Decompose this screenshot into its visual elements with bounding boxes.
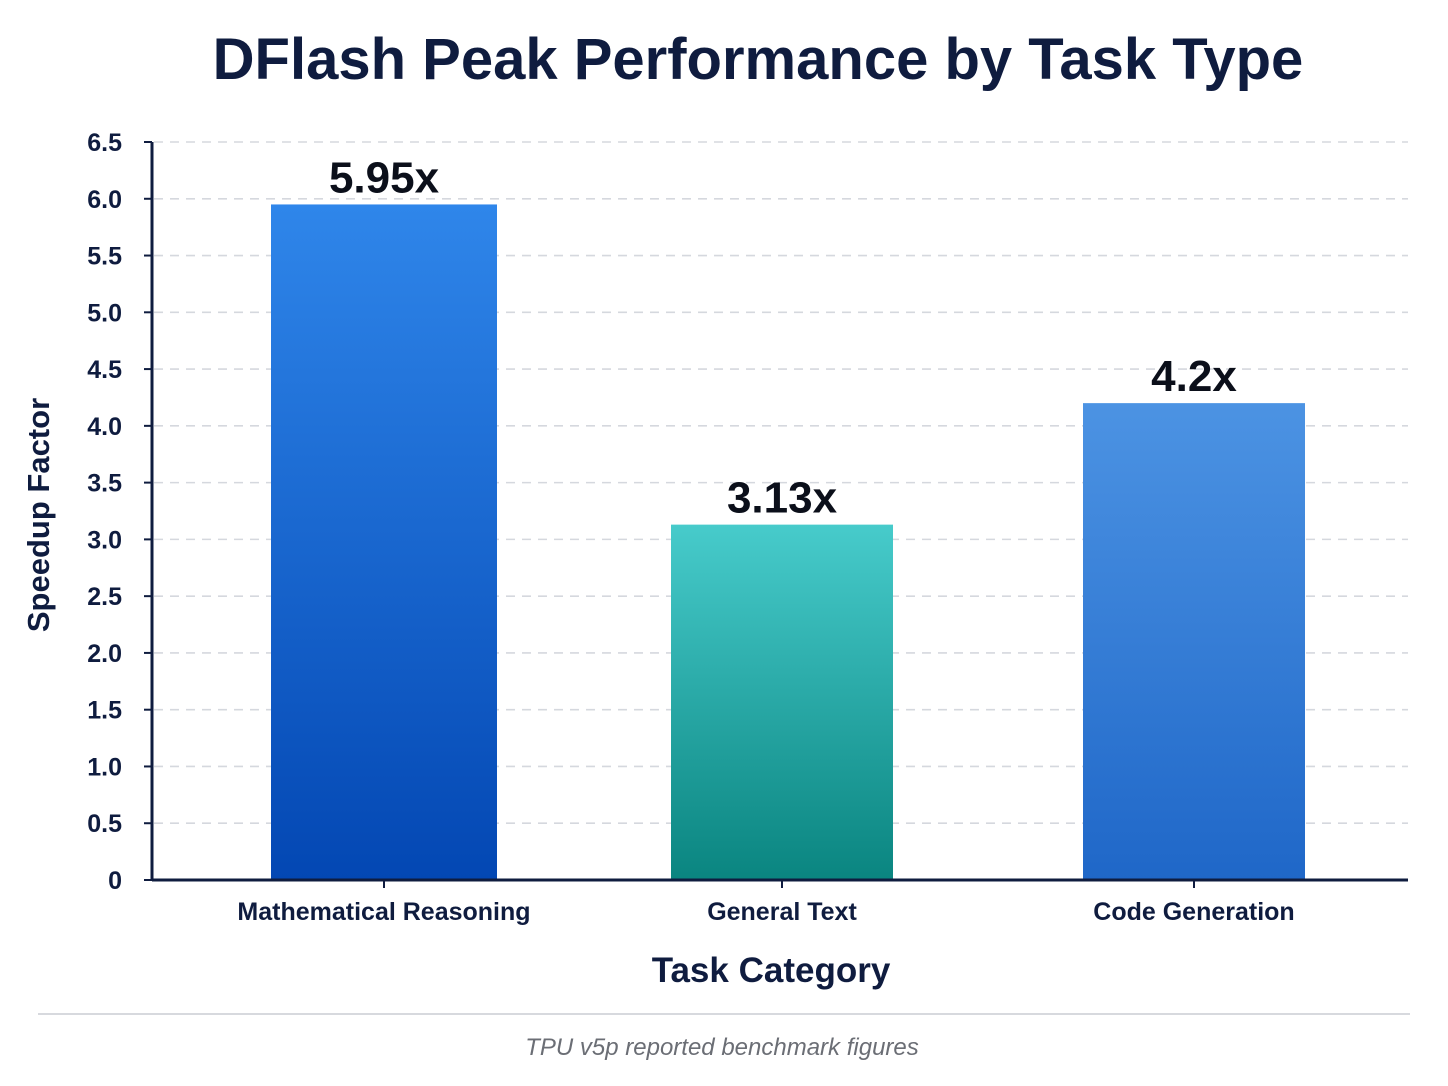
x-tick-label: Mathematical Reasoning [237, 898, 530, 926]
y-tick-label: 5.5 [87, 243, 122, 271]
bar [1083, 403, 1305, 880]
y-tick-label: 2.0 [87, 640, 122, 668]
data-label: 3.13x [727, 474, 838, 523]
chart-title: DFlash Peak Performance by Task Type [213, 27, 1304, 92]
bars: 5.95x 3.13x 4.2x [271, 153, 1305, 880]
footnote: TPU v5p reported benchmark figures [525, 1034, 919, 1061]
y-tick-label: 1.0 [87, 753, 122, 781]
y-axis-label: Speedup Factor [21, 398, 56, 632]
x-tick-label: General Text [707, 898, 857, 926]
x-tick-label: Code Generation [1093, 898, 1294, 926]
y-tick-label: 6.5 [87, 129, 122, 157]
y-tick-label: 0.5 [87, 810, 122, 838]
y-tick-label: 3.5 [87, 470, 122, 498]
y-tick-label: 4.5 [87, 356, 122, 384]
y-tick-label: 5.0 [87, 299, 122, 327]
y-tick-label: 3.0 [87, 526, 122, 554]
x-axis-ticks: Mathematical Reasoning General Text Code G… [237, 880, 1295, 926]
y-axis-ticks: 0 0.5 1.0 1.5 2.0 2.5 3.0 3.5 4.0 4.5 5.0 5.5 6.0 6.5 [87, 129, 152, 895]
y-tick-label: 0 [108, 867, 122, 895]
bar [271, 204, 497, 880]
y-tick-label: 4.0 [87, 413, 122, 441]
y-tick-label: 1.5 [87, 697, 122, 725]
bar [671, 524, 893, 880]
x-axis-label: Task Category [652, 951, 891, 990]
y-tick-label: 6.0 [87, 186, 122, 214]
data-label: 4.2x [1151, 352, 1237, 401]
y-tick-label: 2.5 [87, 583, 122, 611]
data-label: 5.95x [329, 153, 440, 202]
